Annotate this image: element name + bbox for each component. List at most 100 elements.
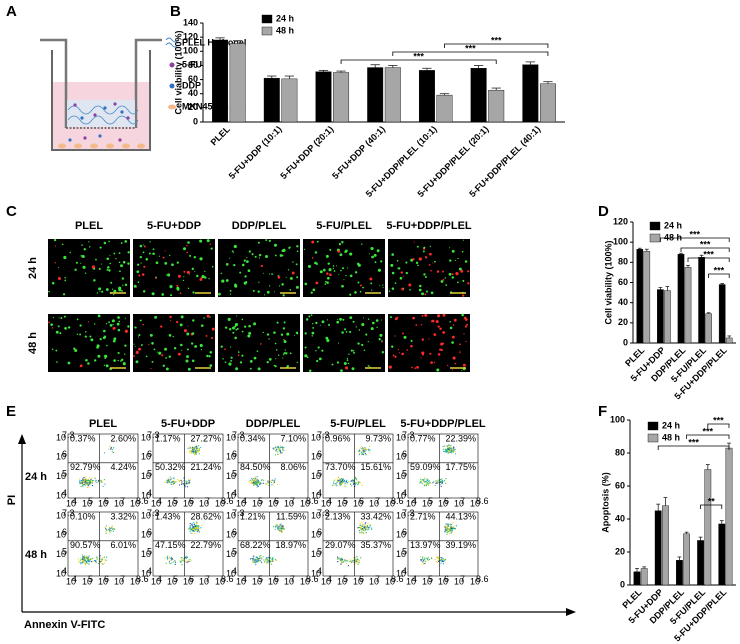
ddp-dots <box>68 106 124 142</box>
cell-dot <box>224 348 226 350</box>
cell-dot <box>312 323 314 325</box>
event-dot <box>112 451 115 454</box>
bar <box>212 39 229 123</box>
event-dot <box>191 527 193 530</box>
cell-dot <box>460 269 464 273</box>
event-dot <box>343 559 346 561</box>
cell-dot <box>319 324 321 326</box>
axis-exponent: 6 <box>359 574 364 584</box>
cell-dot <box>187 287 190 290</box>
axis-base: 10 <box>141 471 151 481</box>
axis-exponent: 6 <box>317 527 322 537</box>
cell-dot <box>260 264 263 268</box>
cell-dot <box>328 323 331 326</box>
cell-dot <box>279 254 283 257</box>
cell-dot <box>90 338 94 342</box>
event-dot <box>443 559 445 562</box>
cell-dot <box>179 292 182 295</box>
cell-dot <box>408 283 412 287</box>
cell-dot <box>430 291 434 295</box>
event-dot <box>193 523 195 526</box>
cell-dot <box>158 351 162 355</box>
axis-exponent: 5 <box>258 496 263 506</box>
column-header: 5-FU+DDP/PLEL <box>400 418 486 430</box>
event-dot <box>437 480 439 482</box>
event-dot <box>188 483 190 485</box>
event-dot <box>357 484 359 486</box>
event-dot <box>257 482 259 484</box>
axis-base: 10 <box>422 498 432 508</box>
event-dot <box>183 477 185 479</box>
event-dot <box>439 483 441 486</box>
cell-dot <box>183 276 185 278</box>
event-dot <box>179 481 181 483</box>
axis-exponent: 5 <box>173 574 178 584</box>
axis-exponent: 5 <box>428 574 433 584</box>
cell-dot <box>82 265 86 269</box>
cell-dot <box>121 289 123 292</box>
quadrant-percent: 59.09% <box>410 462 441 472</box>
event-dot <box>450 523 453 526</box>
cell-dot <box>258 257 261 259</box>
event-dot <box>423 559 425 561</box>
cell-dot <box>424 313 428 317</box>
event-dot <box>368 526 370 529</box>
axis-exponent: 7.3 <box>62 430 75 440</box>
bar <box>677 254 685 344</box>
axis-exponent: 7.3 <box>147 508 160 518</box>
event-dot <box>279 445 282 447</box>
event-dot <box>424 557 426 559</box>
axis-exponent: 4 <box>62 488 67 498</box>
event-dot <box>451 446 453 449</box>
event-dot <box>445 527 447 529</box>
bar <box>436 94 453 123</box>
event-dot <box>447 528 449 530</box>
cell-dot <box>151 360 154 363</box>
axis-base: 10 <box>369 498 379 508</box>
flow-plot <box>67 511 139 577</box>
cell-dot <box>84 335 87 338</box>
axis-base: 10 <box>385 498 395 508</box>
event-dot <box>351 485 353 487</box>
cell-dot <box>432 262 434 264</box>
axis-exponent: 4 <box>317 566 322 576</box>
event-dot <box>344 485 346 487</box>
cell-dot <box>249 367 252 370</box>
event-dot <box>194 532 196 535</box>
cell-dot <box>464 325 468 328</box>
event-dot <box>110 530 112 532</box>
cell-dot <box>433 361 436 364</box>
event-dot <box>259 559 261 561</box>
event-dot <box>90 478 92 481</box>
cell-dot <box>458 267 462 271</box>
cell-dot <box>282 357 284 359</box>
event-dot <box>252 555 254 557</box>
event-dot <box>452 449 454 451</box>
cell-dot <box>230 356 233 359</box>
event-dot <box>251 479 253 481</box>
event-dot <box>345 482 347 484</box>
event-dot <box>182 558 185 560</box>
axis-exponent: 5 <box>402 547 407 557</box>
cell-dot <box>117 316 120 319</box>
row-header: 24 h <box>27 257 39 279</box>
cell-dot <box>115 257 117 260</box>
event-dot <box>254 480 256 482</box>
cell-dot <box>305 318 309 321</box>
axis-exponent: 6 <box>359 496 364 506</box>
flow-plot <box>407 511 479 577</box>
cell-dot <box>430 320 434 323</box>
cell-dot <box>201 274 205 279</box>
cell-dot <box>124 317 126 319</box>
bar <box>384 67 401 123</box>
event-dot <box>80 562 82 565</box>
axis-base: 10 <box>167 498 177 508</box>
cell-dot <box>424 293 427 296</box>
cell-dot <box>280 333 284 336</box>
cell-dot <box>283 352 286 355</box>
cell-dot <box>224 361 227 364</box>
event-dot <box>355 478 358 480</box>
cell-dot <box>449 326 453 330</box>
axis-base: 10 <box>321 498 331 508</box>
axis-exponent: 7 <box>205 574 210 584</box>
